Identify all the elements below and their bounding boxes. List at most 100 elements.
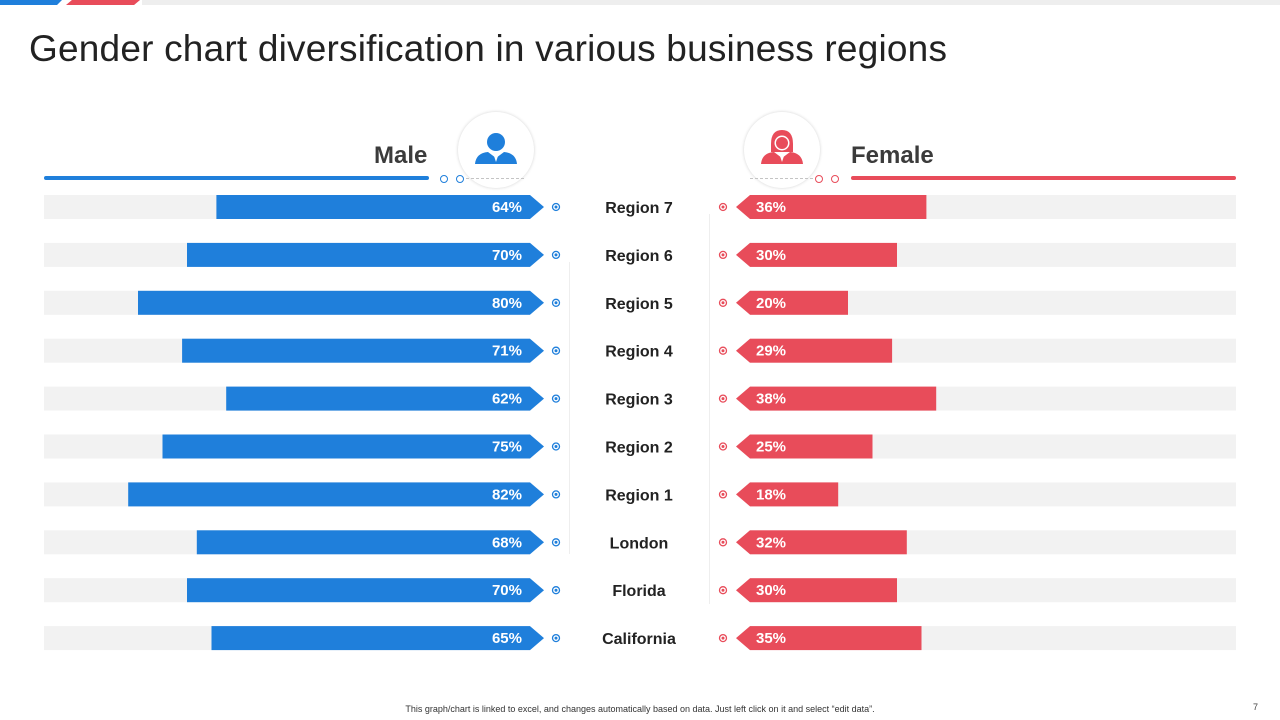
male-ring-1 [440,175,448,183]
male-bar-7 [128,482,530,507]
female-dashed-connector [750,178,813,179]
male-value-label-5: 62% [492,391,522,408]
category-label-4: Region 4 [605,344,673,361]
male-bar-arrow-1 [530,195,544,219]
female-ring-1 [815,175,823,183]
male-legend-label: Male [374,142,428,169]
male-bar-6 [162,434,530,459]
female-legend-label: Female [851,142,934,169]
male-value-label-3: 80% [492,295,522,312]
male-marker-dot-10 [554,636,558,640]
female-marker-dot-3 [721,301,725,305]
female-marker-dot-5 [721,397,725,401]
category-label-9: Florida [612,583,665,600]
male-marker-dot-2 [554,253,558,257]
center-divider-left [569,262,570,554]
female-bar-7 [750,482,839,507]
female-bar-arrow-6 [736,434,750,459]
male-marker-dot-1 [554,205,558,209]
female-user-icon [761,130,803,164]
male-ring-2 [456,175,464,183]
male-bar-arrow-4 [530,338,544,363]
female-header-line [851,176,1236,180]
male-marker-dot-7 [554,492,558,496]
male-bar-arrow-3 [530,290,544,315]
footer-note: This graph/chart is linked to excel, and… [405,704,875,714]
center-divider-right [709,214,710,604]
male-avatar [458,112,534,188]
female-value-label-4: 29% [756,343,786,360]
male-bar-arrow-5 [530,386,544,411]
male-value-label-8: 68% [492,534,522,551]
female-value-label-7: 18% [756,486,786,503]
female-ring-2 [831,175,839,183]
female-value-label-2: 30% [756,247,786,264]
female-bar-8 [750,530,907,555]
male-bar-5 [226,386,530,411]
female-bar-2 [750,242,897,267]
page-title: Gender chart diversification in various … [29,28,948,69]
female-marker-dot-7 [721,492,725,496]
female-bar-arrow-8 [736,530,750,555]
female-bar-arrow-7 [736,482,750,507]
male-value-label-4: 71% [492,343,522,360]
female-bar-9 [750,578,897,603]
male-header-line [44,176,429,180]
male-value-label-2: 70% [492,247,522,264]
female-value-label-8: 32% [756,534,786,551]
male-marker-dot-6 [554,445,558,448]
male-value-label-1: 64% [492,199,522,216]
female-value-label-3: 20% [756,295,786,312]
male-marker-dot-8 [554,540,558,544]
female-value-label-5: 38% [756,391,786,408]
male-bar-arrow-7 [530,482,544,507]
top-accent-bar [0,0,1280,6]
male-marker-dot-4 [554,349,558,353]
male-bar-8 [196,530,531,555]
female-bar-arrow-2 [736,242,750,267]
category-label-5: Region 3 [605,392,673,409]
female-marker-dot-4 [721,349,725,353]
accent-gray [142,0,1280,5]
female-bar-arrow-5 [736,386,750,411]
category-label-3: Region 5 [605,296,673,313]
female-marker-dot-8 [721,540,725,544]
male-bar-9 [187,578,530,603]
female-bar-5 [750,386,937,411]
male-bar-4 [182,338,530,363]
male-marker-dot-3 [554,301,558,305]
female-bar-6 [750,434,873,459]
female-bar-10 [750,626,922,651]
female-bar-arrow-1 [736,195,750,219]
female-marker-dot-6 [721,445,725,448]
male-bar-arrow-10 [530,626,544,651]
female-marker-dot-9 [721,588,725,592]
male-dashed-connector [466,178,524,179]
male-bar-10 [211,626,530,651]
female-value-label-1: 36% [756,199,786,216]
male-marker-dot-9 [554,588,558,592]
female-value-label-10: 35% [756,630,786,647]
male-bar-arrow-9 [530,578,544,603]
category-label-1: Region 7 [605,200,673,217]
male-user-icon [475,133,517,164]
male-value-label-10: 65% [492,630,522,647]
female-bar-arrow-3 [736,290,750,315]
male-bar-arrow-2 [530,242,544,267]
male-bar-arrow-6 [530,434,544,459]
category-label-8: London [610,535,669,552]
male-value-label-6: 75% [492,439,522,456]
female-marker-dot-2 [721,253,725,257]
female-bar-3 [750,290,848,315]
female-bar-1 [750,195,927,219]
male-value-label-7: 82% [492,486,522,503]
female-bar-arrow-10 [736,626,750,651]
category-label-7: Region 1 [605,487,673,504]
female-value-label-9: 30% [756,582,786,599]
female-value-label-6: 25% [756,439,786,456]
male-value-label-9: 70% [492,582,522,599]
male-marker-dot-5 [554,397,558,401]
female-bar-4 [750,338,893,363]
male-bar-arrow-8 [530,530,544,555]
